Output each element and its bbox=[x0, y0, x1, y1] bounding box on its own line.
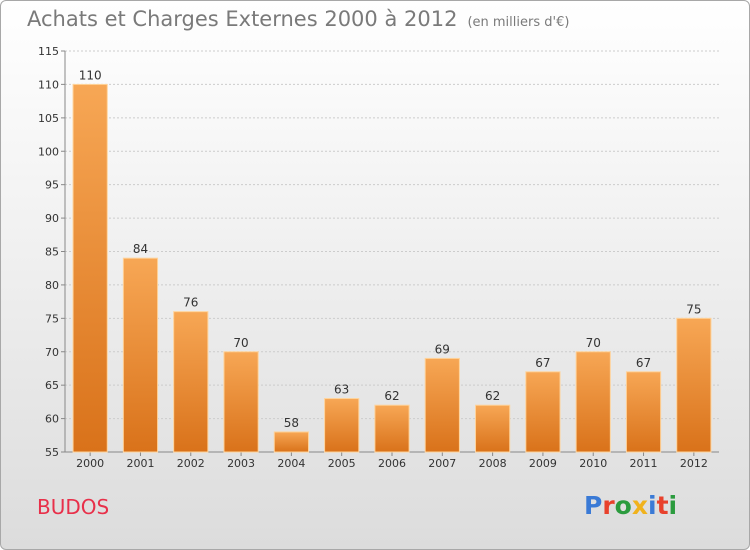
y-tick-label: 60 bbox=[45, 413, 59, 426]
x-tick-label-2004: 2004 bbox=[277, 457, 305, 470]
label-layer: 110 84 76 70 58 63 62 69 62 67 70 67 75 bbox=[79, 68, 702, 430]
bar-2012[interactable] bbox=[676, 317, 712, 453]
logo-letter: x bbox=[631, 491, 648, 520]
x-tick-label-2009: 2009 bbox=[529, 457, 557, 470]
chart-title: Achats et Charges Externes 2000 à 2012 (e… bbox=[27, 7, 569, 31]
bar-2002[interactable] bbox=[173, 311, 209, 453]
value-label-2009: 67 bbox=[535, 356, 550, 370]
bar-2007[interactable] bbox=[424, 357, 460, 453]
bar-2010[interactable] bbox=[575, 351, 611, 453]
value-label-2001: 84 bbox=[133, 242, 148, 256]
bar-2006[interactable] bbox=[374, 404, 410, 453]
value-label-2012: 75 bbox=[686, 302, 701, 316]
x-tick-label-2003: 2003 bbox=[227, 457, 255, 470]
bar-2001[interactable] bbox=[122, 257, 159, 453]
value-label-2000: 110 bbox=[79, 68, 102, 82]
y-tick-label: 100 bbox=[38, 145, 59, 158]
x-tick-label-2010: 2010 bbox=[579, 457, 607, 470]
bar-2009[interactable] bbox=[525, 371, 561, 453]
value-label-2003: 70 bbox=[233, 336, 248, 350]
x-tick-label-2008: 2008 bbox=[479, 457, 507, 470]
x-tick-label-2006: 2006 bbox=[378, 457, 406, 470]
y-tick-label: 80 bbox=[45, 279, 59, 292]
bar-2008[interactable] bbox=[475, 404, 511, 453]
logo-letter: i bbox=[668, 491, 678, 520]
y-tick-label: 95 bbox=[45, 179, 59, 192]
chart-title-text: Achats et Charges Externes 2000 à 2012 bbox=[27, 7, 458, 31]
value-label-2007: 69 bbox=[435, 342, 450, 356]
x-tick-label-2002: 2002 bbox=[177, 457, 205, 470]
value-label-2008: 62 bbox=[485, 389, 500, 403]
bar-2000[interactable] bbox=[72, 83, 108, 453]
x-tick-label-2005: 2005 bbox=[328, 457, 356, 470]
x-tick-label-2001: 2001 bbox=[126, 457, 154, 470]
chart-unit: (en milliers d'€) bbox=[467, 15, 570, 30]
bar-2005[interactable] bbox=[324, 398, 360, 453]
y-tick-label: 115 bbox=[38, 45, 59, 58]
x-tick-label-2011: 2011 bbox=[630, 457, 658, 470]
logo-letter: i bbox=[648, 491, 657, 520]
value-label-2006: 62 bbox=[384, 389, 399, 403]
value-label-2005: 63 bbox=[334, 383, 349, 397]
y-tick-label: 65 bbox=[45, 379, 59, 392]
logo-letter: t bbox=[656, 491, 669, 520]
x-tick-label-2000: 2000 bbox=[76, 457, 104, 470]
logo-letter: r bbox=[602, 491, 615, 520]
y-tick-label: 85 bbox=[45, 246, 59, 259]
y-tick-label: 55 bbox=[45, 446, 59, 459]
proxiti-logo[interactable]: Proxiti bbox=[584, 491, 677, 520]
bar-2011[interactable] bbox=[625, 371, 662, 453]
bar-2003[interactable] bbox=[223, 351, 259, 453]
bar-layer bbox=[72, 83, 712, 453]
value-label-2002: 76 bbox=[183, 296, 198, 310]
y-tick-label: 105 bbox=[38, 112, 59, 125]
x-tick-label-2007: 2007 bbox=[428, 457, 456, 470]
y-tick-label: 70 bbox=[45, 346, 59, 359]
logo-letter: o bbox=[614, 491, 632, 520]
value-label-2004: 58 bbox=[284, 416, 299, 430]
y-tick-label: 90 bbox=[45, 212, 59, 225]
value-label-2011: 67 bbox=[636, 356, 651, 370]
commune-name: BUDOS bbox=[37, 495, 110, 519]
y-tick-label: 110 bbox=[38, 78, 59, 91]
bar-2004[interactable] bbox=[273, 431, 309, 453]
logo-letter: P bbox=[584, 491, 603, 520]
y-tick-label: 75 bbox=[45, 312, 59, 325]
x-tick-label-2012: 2012 bbox=[680, 457, 708, 470]
value-label-2010: 70 bbox=[586, 336, 601, 350]
